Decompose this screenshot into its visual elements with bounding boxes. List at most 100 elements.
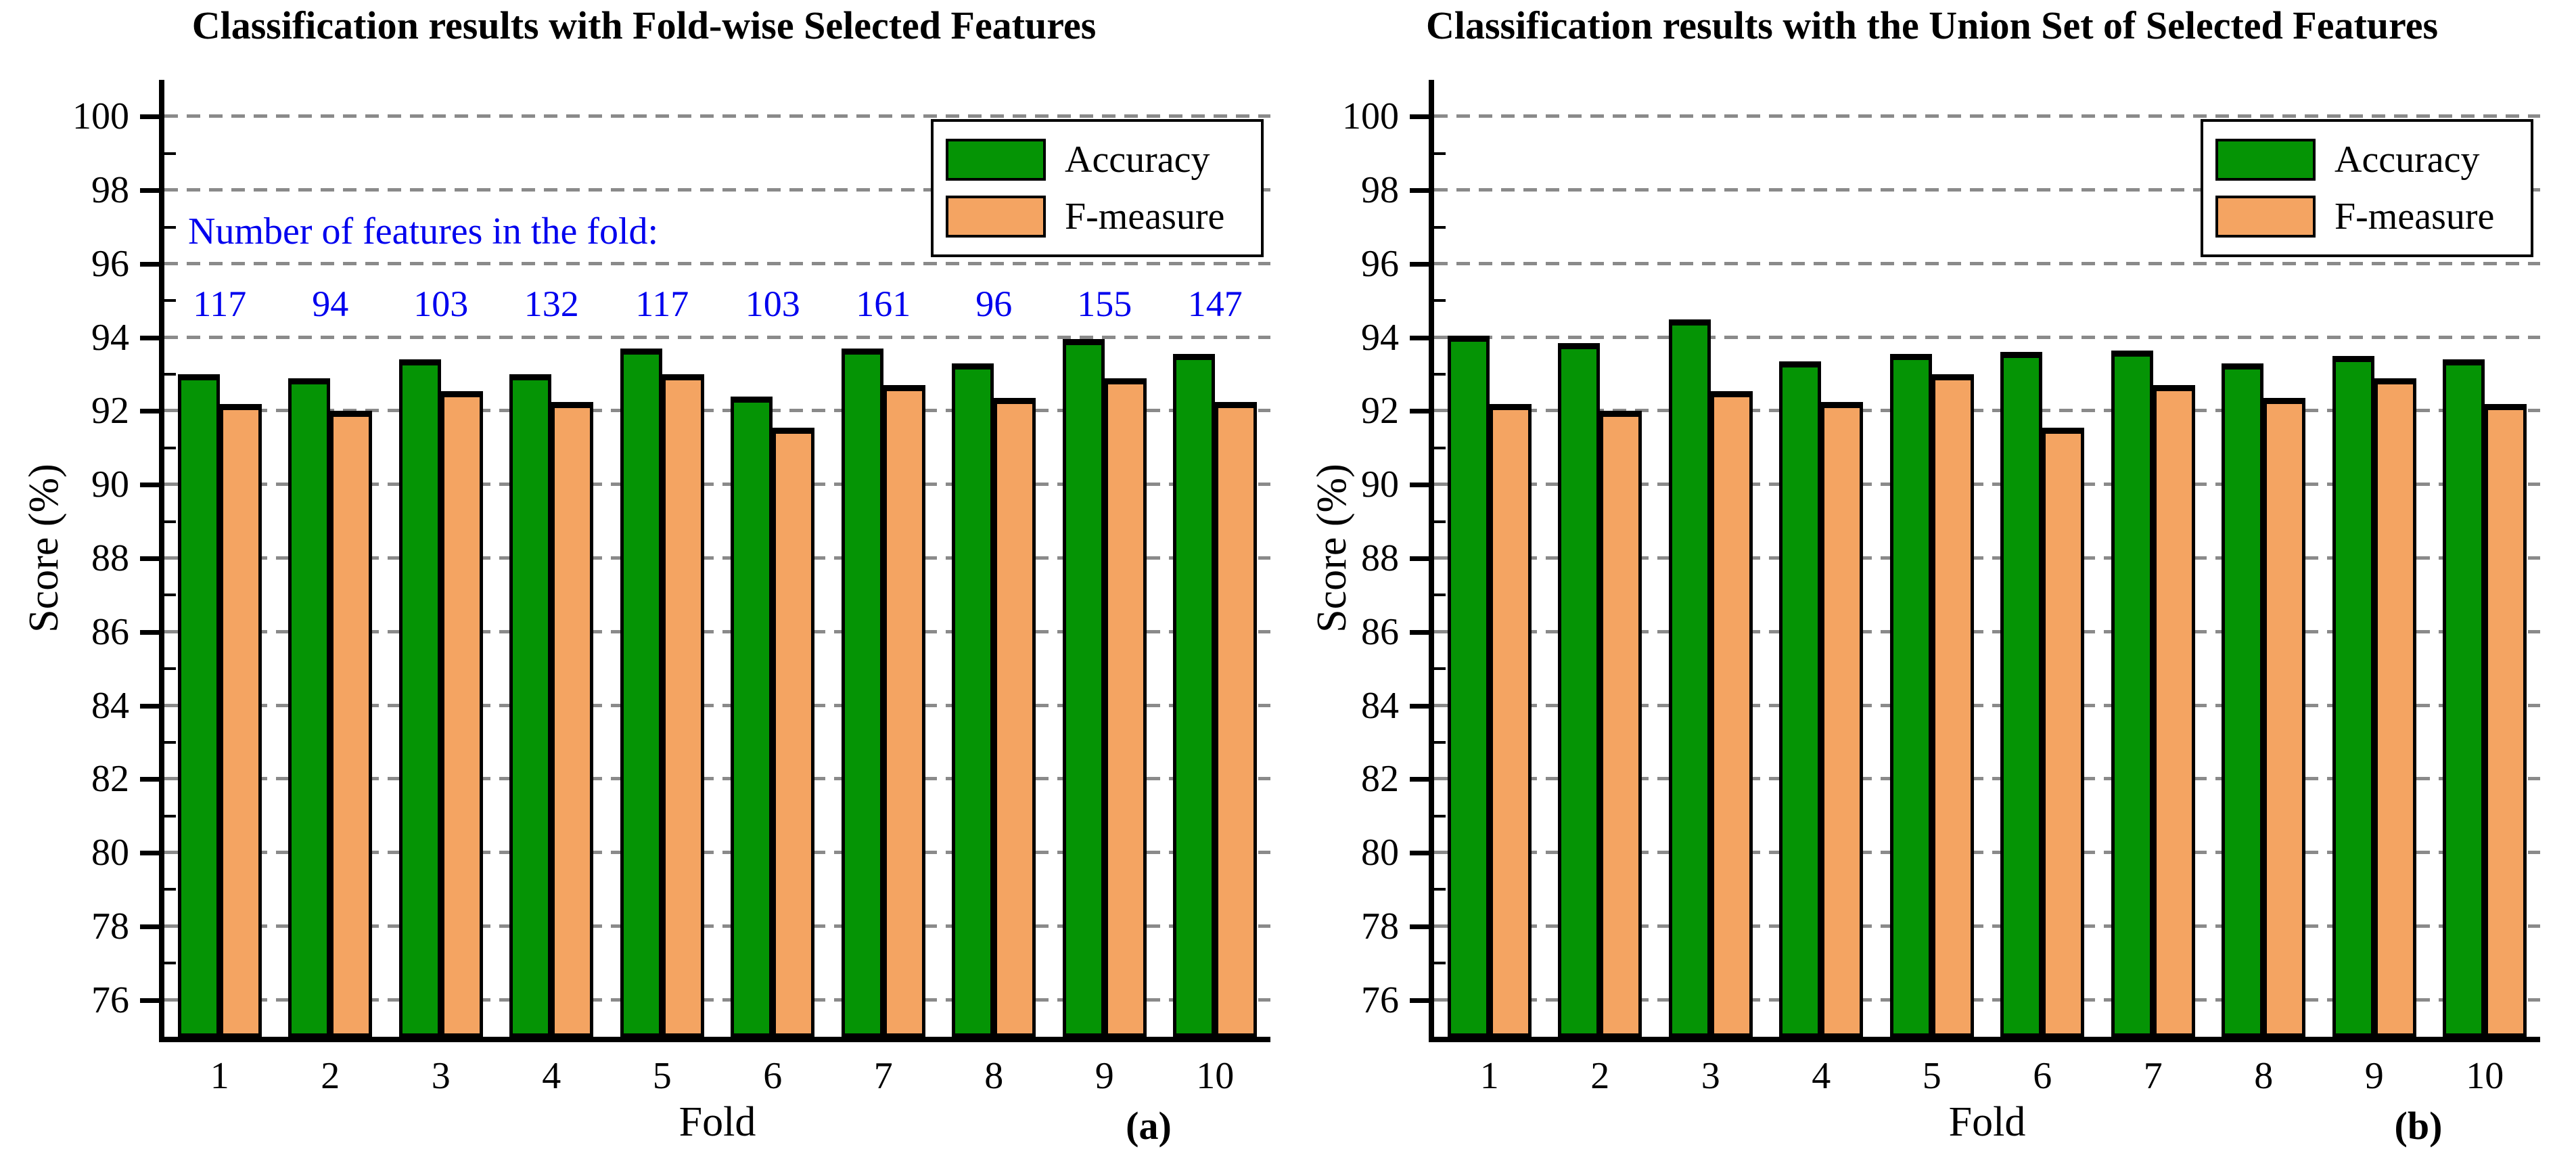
gridline (164, 188, 1270, 192)
y-major-tick (1410, 777, 1429, 782)
y-major-tick (140, 483, 159, 488)
x-tick-label: 2 (321, 1055, 340, 1097)
gridline (1434, 998, 2540, 1002)
fmeasure-bar (2153, 385, 2195, 1037)
y-minor-tick (1434, 814, 1446, 818)
x-tick-label: 3 (431, 1055, 451, 1097)
fmeasure-bar (219, 403, 262, 1037)
y-tick-label: 86 (1361, 610, 1399, 653)
y-tick-label: 80 (1361, 832, 1399, 874)
fmeasure-bar (440, 390, 483, 1037)
y-tick-label: 92 (91, 390, 129, 432)
y-minor-tick (164, 152, 176, 155)
y-minor-tick (164, 299, 176, 303)
y-tick-label: 82 (91, 758, 129, 801)
legend-label-accuracy: Accuracy (2334, 139, 2480, 181)
gridline (164, 261, 1270, 265)
y-tick-label: 78 (91, 905, 129, 947)
fmeasure-swatch (946, 196, 1046, 238)
fmeasure-bar (2485, 403, 2527, 1037)
gridline (1434, 556, 2540, 560)
accuracy-bar (620, 349, 662, 1037)
feature-count-annotation: 96 (975, 284, 1013, 324)
x-tick-label: 10 (1196, 1055, 1235, 1097)
y-tick-label: 76 (1361, 979, 1399, 1021)
y-major-tick (1410, 335, 1429, 340)
accuracy-bar (841, 349, 883, 1037)
y-minor-tick (1434, 740, 1446, 744)
fmeasure-bar (1489, 403, 1532, 1037)
y-minor-tick (1434, 594, 1446, 597)
legend-label-accuracy: Accuracy (1065, 139, 1210, 181)
gridline (164, 409, 1270, 413)
y-minor-tick (164, 446, 176, 449)
y-tick-label: 84 (1361, 684, 1399, 727)
gridline (164, 777, 1270, 781)
y-tick-label: 96 (1361, 242, 1399, 285)
y-minor-tick (164, 888, 176, 891)
y-major-tick (140, 114, 159, 120)
fmeasure-bar (1104, 378, 1147, 1037)
accuracy-bar (1558, 342, 1601, 1037)
fmeasure-bar (773, 427, 815, 1037)
legend-b: Accuracy F-measure (2201, 119, 2533, 257)
y-tick-label: 90 (91, 464, 129, 506)
y-tick-label: 96 (91, 242, 129, 285)
accuracy-bar (2222, 363, 2264, 1037)
fmeasure-bar (2042, 427, 2085, 1037)
y-tick-label: 98 (91, 169, 129, 212)
gridline (164, 703, 1270, 707)
panel-label-b: (b) (2394, 1104, 2443, 1148)
y-major-tick (140, 629, 159, 635)
legend-label-fmeasure: F-measure (1065, 196, 1225, 238)
gridline (164, 335, 1270, 339)
gridline (1434, 483, 2540, 487)
y-minor-tick (1434, 962, 1446, 965)
gridline (164, 483, 1270, 487)
fmeasure-bar (2263, 398, 2306, 1037)
y-major-tick (1410, 998, 1429, 1003)
accuracy-bar (2111, 350, 2153, 1037)
y-tick-label: 86 (91, 610, 129, 653)
y-major-tick (1410, 629, 1429, 635)
fmeasure-bar (1600, 411, 1642, 1037)
x-tick-label: 4 (1812, 1055, 1831, 1097)
feature-count-annotation: 161 (856, 284, 911, 324)
gridline (164, 629, 1270, 633)
y-tick-label: 98 (1361, 169, 1399, 212)
x-axis-label-a: Fold (678, 1099, 756, 1145)
accuracy-bar (2332, 355, 2374, 1037)
x-tick-label: 7 (2143, 1055, 2163, 1097)
gridline (164, 114, 1270, 118)
fmeasure-bar (330, 411, 373, 1037)
y-major-tick (140, 703, 159, 709)
y-minor-tick (164, 740, 176, 744)
x-tick-label: 5 (652, 1055, 672, 1097)
y-tick-label: 100 (1342, 95, 1399, 138)
y-minor-tick (164, 225, 176, 229)
x-tick-label: 8 (984, 1055, 1004, 1097)
x-tick-label: 8 (2254, 1055, 2274, 1097)
accuracy-bar (1779, 361, 1822, 1037)
feature-count-annotation: 155 (1077, 284, 1132, 324)
panel-label-a: (a) (1126, 1104, 1172, 1148)
accuracy-bar (1062, 339, 1105, 1037)
x-tick-label: 9 (2364, 1055, 2384, 1097)
x-tick-label: 10 (2466, 1055, 2504, 1097)
y-minor-tick (1434, 888, 1446, 891)
x-tick-label: 1 (1479, 1055, 1499, 1097)
plot-area-b: Accuracy F-measure Fold (b) 76 78 80 82 84 86… (1342, 80, 2540, 1148)
x-tick-label: 6 (763, 1055, 783, 1097)
y-major-tick (140, 556, 159, 561)
feature-count-annotation: 132 (524, 284, 579, 324)
y-minor-tick (1434, 225, 1446, 229)
y-major-tick (1410, 703, 1429, 709)
y-major-tick (140, 998, 159, 1003)
fmeasure-bar (1821, 401, 1864, 1037)
feature-count-annotation: 147 (1187, 284, 1243, 324)
chart-title-a: Classification results with Fold-wise Se… (191, 3, 1097, 47)
accuracy-bar (1173, 354, 1216, 1037)
accuracy-bar (2443, 359, 2485, 1037)
gridline (1434, 409, 2540, 413)
